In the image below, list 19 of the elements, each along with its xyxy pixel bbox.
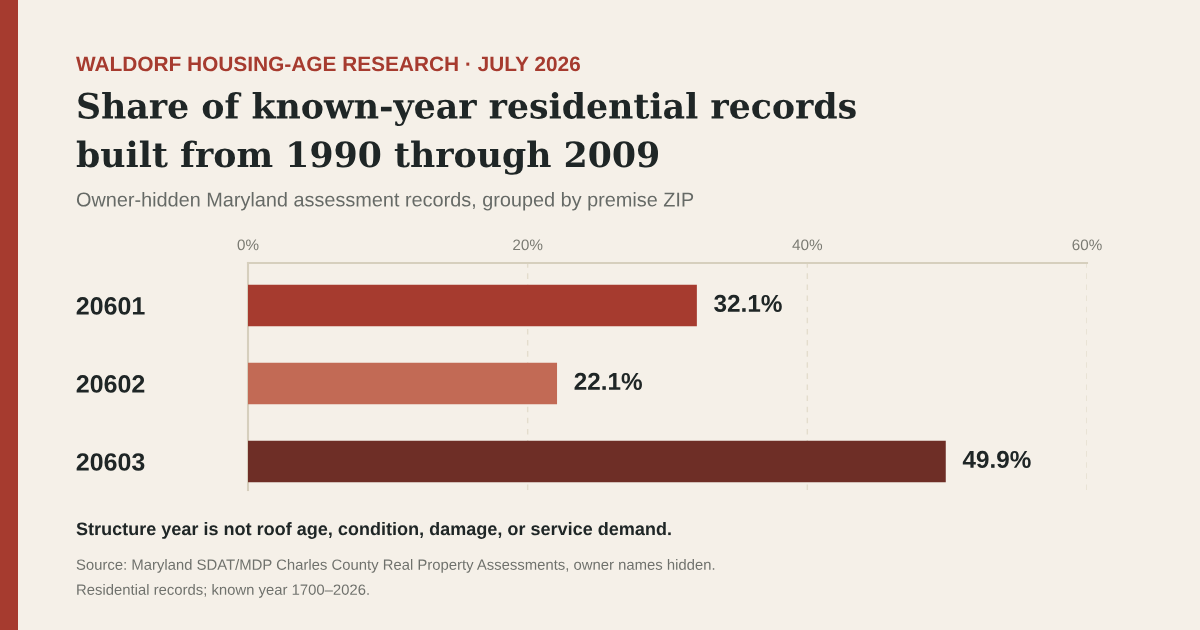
- data-label: 49.9%: [962, 450, 1031, 469]
- bar: [248, 440, 946, 483]
- source-note: Source: Maryland SDAT/MDP Charles County Real Property Assessments, owner names hidden.: [76, 559, 715, 573]
- data-label: 22.1%: [574, 372, 642, 390]
- y-tick-label: 20603: [76, 453, 145, 471]
- bar: [248, 362, 558, 405]
- x-tick-label: 20%: [513, 239, 543, 251]
- text: Residential records; known year 1700–2026.: [77, 584, 369, 598]
- x-tick-label: 60%: [1072, 239, 1102, 251]
- data-label: 32.1%: [714, 294, 782, 313]
- y-tick-label: 20602: [76, 375, 145, 393]
- x-tick-label: 0%: [237, 239, 259, 251]
- x-tick-label: 40%: [792, 239, 823, 251]
- text: WALDORF HOUSING-AGE RESEARCH · JULY 2026: [76, 56, 580, 72]
- text: Structure year is not roof age, condition, damage, or service demand.: [76, 522, 671, 539]
- chart-subtitle: Owner-hidden Maryland assessment records, grouped by premise ZIP: [76, 192, 694, 211]
- bar: [248, 284, 697, 327]
- y-tick-label: 20601: [76, 297, 145, 315]
- chart-title: Share of known-year residential records built from 1990 through 2009: [76, 92, 856, 175]
